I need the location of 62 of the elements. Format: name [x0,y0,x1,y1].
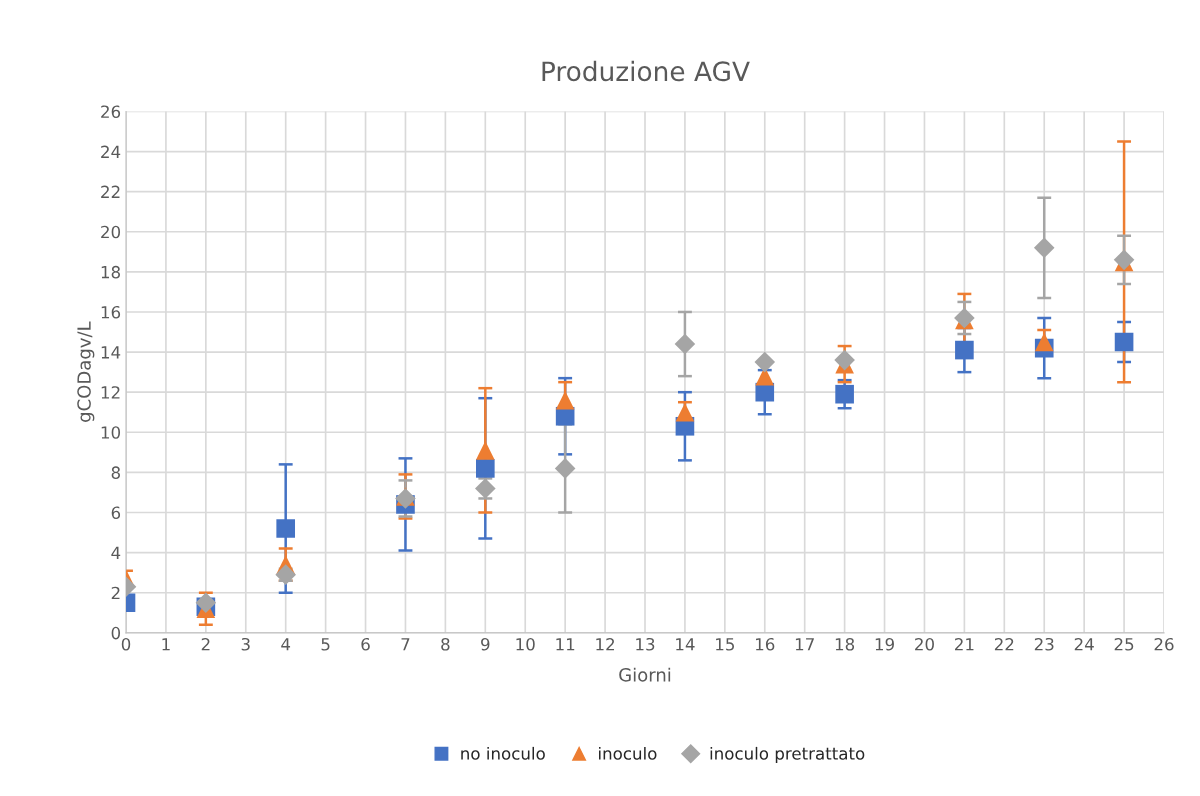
y-tick-label: 26 [101,105,121,119]
y-tick-label: 16 [101,305,121,319]
x-tick-label: 12 [596,637,615,651]
x-tick-label: 4 [281,638,291,651]
chart-title: Produzione AGV [542,60,750,82]
x-tick-label: 10 [516,637,535,651]
point [475,441,495,460]
point [755,382,775,402]
y-tick-label: 8 [111,466,120,479]
y-axis-title: gCODagv/L [77,321,95,422]
x-tick-label: 11 [556,638,575,651]
x-tick-label: 20 [915,637,934,651]
x-tick-label: 22 [994,637,1014,651]
point [955,340,974,360]
x-tick-label: 15 [716,638,734,651]
x-tick-label: 14 [676,638,695,651]
point [674,333,696,355]
x-tick-label: 17 [795,638,814,651]
y-tick-label: 0 [111,626,121,640]
y-tick-label: 20 [101,225,121,239]
point [555,390,575,410]
point [834,349,855,371]
x-tick-label: 1 [162,638,170,651]
point [1114,332,1134,352]
y-tick-label: 24 [101,145,121,158]
y-tick-label: 4 [111,546,121,559]
point [195,592,217,614]
point [1033,237,1055,259]
x-tick-label: 25 [1114,637,1134,651]
x-tick-label: 2 [201,637,210,651]
x-tick-label: 0 [121,637,131,651]
point [554,458,576,479]
y-tick-label: 2 [111,586,120,600]
y-tick-label: 18 [101,265,120,279]
x-tick-label: 3 [241,637,250,651]
x-axis-title: Giorni [619,667,671,682]
x-tick-label: 16 [756,637,775,651]
y-tick-label: 6 [111,506,121,520]
point [475,459,495,478]
x-tick-label: 19 [875,637,894,651]
point [835,384,854,404]
legend-label: inoculo [599,746,657,760]
y-tick-label: 22 [101,185,120,198]
y-tick-label: 14 [101,346,121,359]
point [1034,332,1054,352]
x-tick-label: 24 [1074,637,1094,651]
x-tick-label: 6 [361,637,370,651]
legend-label: inoculo pretrattato [710,746,865,764]
x-tick-label: 8 [441,637,450,651]
legend-label: no inoculo [461,746,545,760]
x-tick-label: 5 [321,638,330,651]
point [276,519,296,538]
x-tick-label: 21 [955,637,974,651]
x-tick-label: 23 [1034,637,1054,651]
x-tick-label: 13 [636,637,655,651]
x-tick-label: 18 [835,637,855,651]
x-tick-label: 7 [401,638,410,651]
x-tick-label: 26 [1154,637,1174,651]
y-tick-label: 10 [101,426,121,439]
x-tick-label: 9 [481,637,490,651]
y-tick-label: 12 [101,386,120,399]
point [754,351,776,373]
